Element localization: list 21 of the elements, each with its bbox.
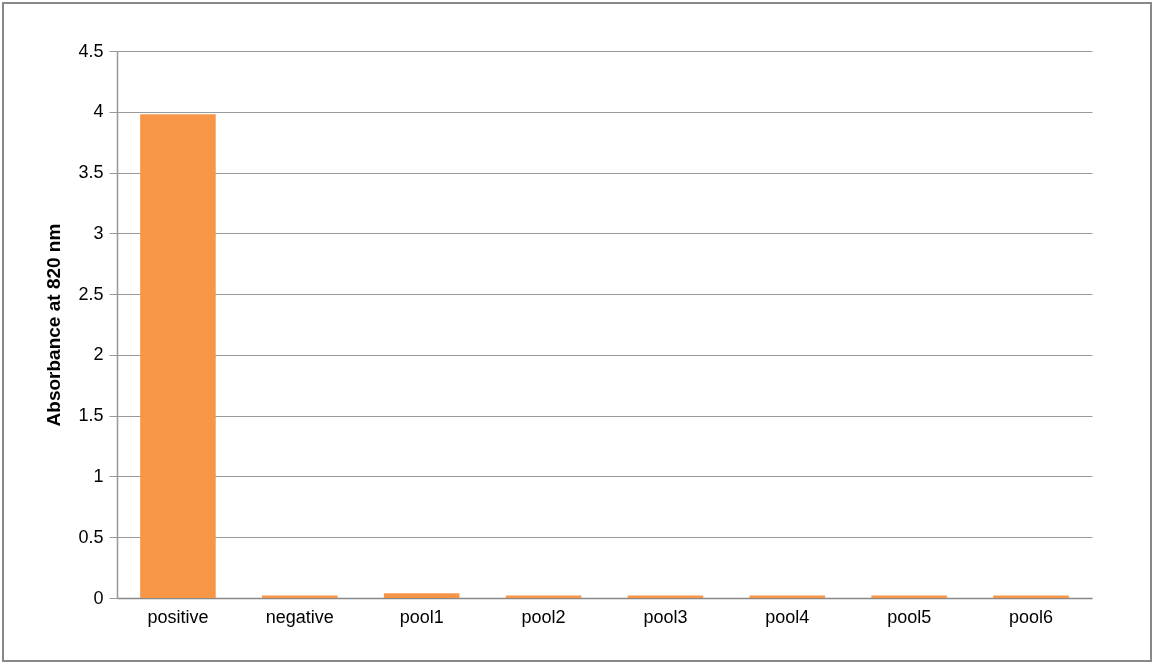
bar (383, 593, 460, 598)
x-tick-label: pool3 (643, 606, 688, 627)
y-tick-label: 4 (93, 101, 104, 122)
x-tick-label: pool4 (765, 606, 810, 627)
y-tick-label: 1.5 (78, 405, 104, 426)
y-tick-label: 4.5 (78, 40, 104, 61)
y-tick-label: 1 (93, 465, 104, 486)
x-tick-label: pool2 (521, 606, 566, 627)
x-tick-label: positive (147, 606, 209, 627)
x-tick-label: negative (265, 606, 334, 627)
y-tick-label: 3 (93, 222, 104, 243)
y-tick-label: 2 (93, 344, 104, 365)
bar (140, 114, 216, 598)
y-tick-label: 0 (93, 587, 104, 608)
y-axis-title: Absorbance at 820 nm (43, 223, 65, 427)
y-tick-label: 2.5 (78, 283, 104, 304)
y-tick-label: 3.5 (78, 162, 104, 183)
x-tick-label: pool1 (399, 606, 444, 627)
y-tick-label: 0.5 (78, 526, 104, 547)
x-tick-label: pool5 (887, 606, 932, 627)
x-tick-label: pool6 (1009, 606, 1054, 627)
